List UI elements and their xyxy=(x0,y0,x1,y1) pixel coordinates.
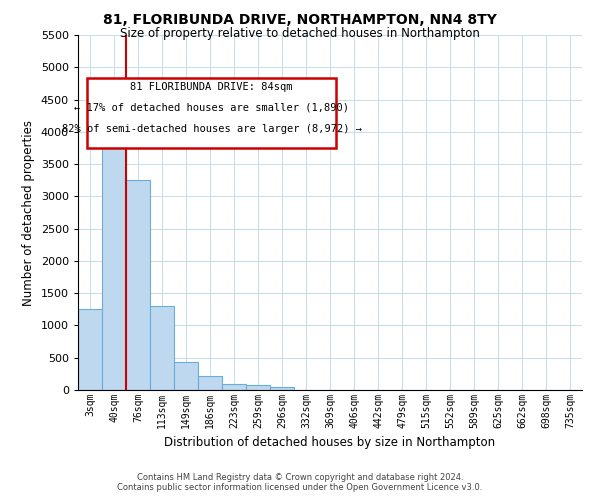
X-axis label: Distribution of detached houses by size in Northampton: Distribution of detached houses by size … xyxy=(164,436,496,450)
Bar xyxy=(198,376,222,390)
Bar xyxy=(174,362,198,390)
Text: 82% of semi-detached houses are larger (8,972) →: 82% of semi-detached houses are larger (… xyxy=(62,124,361,134)
Y-axis label: Number of detached properties: Number of detached properties xyxy=(22,120,35,306)
Bar xyxy=(78,310,102,390)
Bar xyxy=(270,387,294,390)
Text: Contains HM Land Registry data © Crown copyright and database right 2024.
Contai: Contains HM Land Registry data © Crown c… xyxy=(118,473,482,492)
Bar xyxy=(102,112,126,390)
Text: 81 FLORIBUNDA DRIVE: 84sqm: 81 FLORIBUNDA DRIVE: 84sqm xyxy=(130,82,293,92)
Bar xyxy=(246,385,270,390)
Text: Size of property relative to detached houses in Northampton: Size of property relative to detached ho… xyxy=(120,28,480,40)
Bar xyxy=(150,306,174,390)
Text: ← 17% of detached houses are smaller (1,890): ← 17% of detached houses are smaller (1,… xyxy=(74,102,349,113)
Bar xyxy=(126,180,150,390)
Text: 81, FLORIBUNDA DRIVE, NORTHAMPTON, NN4 8TY: 81, FLORIBUNDA DRIVE, NORTHAMPTON, NN4 8… xyxy=(103,12,497,26)
Bar xyxy=(222,384,246,390)
